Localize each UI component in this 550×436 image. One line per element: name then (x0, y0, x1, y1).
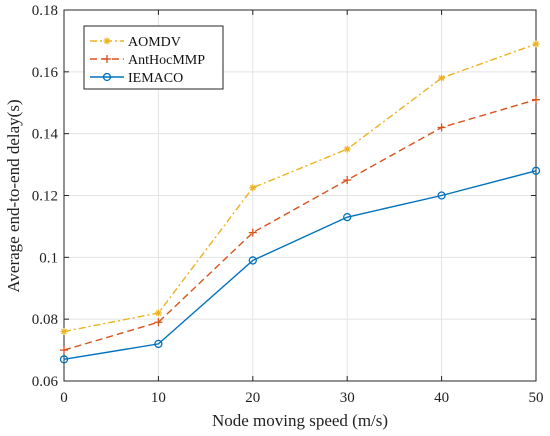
data-point-asterisk-marker (60, 328, 68, 336)
y-tick-label: 0.12 (32, 189, 58, 205)
y-tick-label: 0.06 (32, 374, 59, 390)
asterisk-marker-stroke (249, 184, 256, 191)
data-point-plus-marker (154, 318, 163, 327)
legend-label: AOMDV (128, 35, 181, 50)
asterisk-marker-stroke (104, 38, 110, 44)
data-point-plus-marker (532, 95, 540, 104)
series-lines (59, 40, 541, 364)
data-point-plus-marker (248, 228, 257, 237)
data-point-circle-marker (102, 72, 112, 82)
series-iemaco (59, 166, 541, 364)
legend-label: AntHocMMP (128, 53, 205, 68)
y-tick-label: 0.14 (32, 127, 59, 143)
data-point-plus-marker (60, 346, 68, 355)
series-line (63, 170, 537, 361)
series-anthocmmp (60, 95, 540, 355)
series-line (63, 43, 537, 333)
asterisk-marker-stroke (155, 310, 162, 316)
data-point-asterisk-marker (103, 37, 111, 45)
y-tick-label: 0.08 (32, 312, 58, 328)
data-point-circle-marker (437, 191, 446, 200)
data-point-asterisk-marker (154, 309, 162, 317)
legend-entry-anthocmmp: AntHocMMP (90, 53, 205, 68)
x-tick-label: 20 (245, 390, 260, 406)
data-point-asterisk-marker (438, 74, 446, 82)
x-tick-label: 10 (151, 390, 166, 406)
series-aomdv (60, 40, 540, 336)
data-point-circle-marker (154, 339, 163, 349)
data-point-asterisk-marker (532, 40, 540, 48)
data-point-asterisk-marker (343, 145, 351, 153)
data-point-plus-marker (437, 123, 446, 132)
y-tick-label: 0.18 (32, 3, 58, 19)
data-point-circle-marker (343, 212, 352, 222)
x-tick-label: 40 (434, 390, 449, 406)
asterisk-marker-stroke (61, 328, 67, 335)
legend-entry-aomdv: AOMDV (90, 35, 181, 50)
x-tick-label: 50 (529, 390, 544, 406)
asterisk-marker-stroke (344, 146, 351, 153)
x-tick-label: 30 (340, 390, 355, 406)
asterisk-marker-stroke (438, 75, 445, 81)
legend-entry-iemaco: IEMACO (90, 71, 183, 86)
data-point-asterisk-marker (249, 184, 257, 192)
x-axis-title: Node moving speed (m/s) (212, 411, 388, 430)
y-tick-label: 0.16 (32, 65, 59, 81)
legend-label: IEMACO (128, 71, 183, 86)
y-tick-label: 0.1 (39, 250, 58, 266)
data-point-circle-marker (531, 166, 541, 175)
data-point-circle-marker (248, 256, 257, 265)
legend: AOMDV AntHocMMP IEMACO (83, 25, 224, 90)
axis-ticks: 0 10 20 30 40 50 0.06 0.08 0.1 0.12 0.14 0.16 0.18 (32, 3, 544, 406)
data-point-plus-marker (343, 176, 352, 185)
data-point-plus-marker (103, 55, 111, 63)
asterisk-marker-stroke (533, 41, 539, 47)
x-tick-label: 0 (60, 390, 68, 406)
series-line (63, 98, 537, 351)
data-point-circle-marker (59, 355, 69, 364)
y-axis-title: Average end-to-end delay(s) (4, 99, 23, 292)
